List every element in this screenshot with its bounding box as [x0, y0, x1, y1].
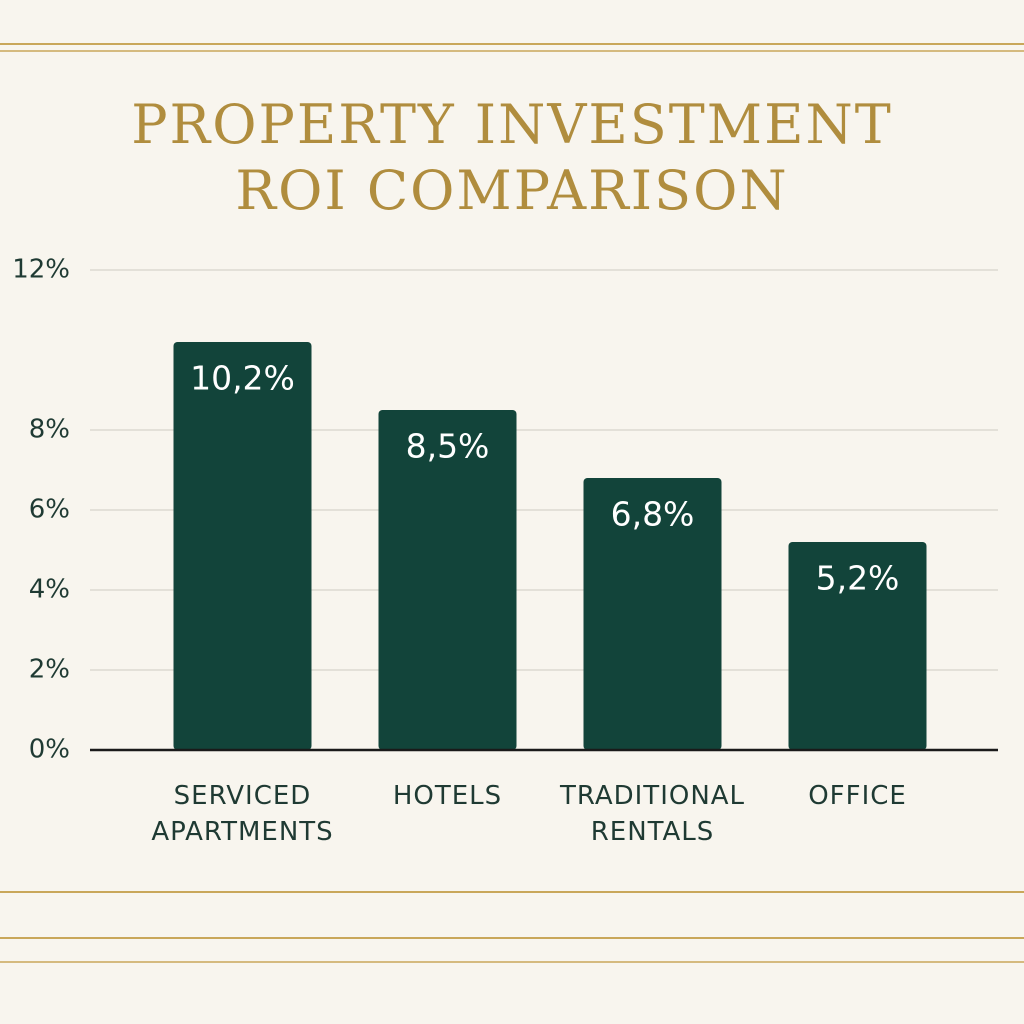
chart-title: PROPERTY INVESTMENT ROI COMPARISON: [131, 93, 893, 222]
y-tick-label: 6%: [29, 495, 70, 525]
bar: [378, 410, 517, 750]
bar: [583, 478, 722, 750]
value-label: 6,8%: [611, 495, 695, 534]
x-tick-label: HOTELS: [392, 781, 503, 811]
y-tick-label: 12%: [12, 255, 70, 285]
bar: [173, 342, 312, 750]
y-tick-label: 4%: [29, 575, 70, 605]
x-tick-label: TRADITIONAL RENTALS: [559, 781, 746, 847]
y-tick-label: 8%: [29, 415, 70, 445]
x-tick-label: SERVICED APARTMENTS: [151, 781, 334, 847]
value-label: 10,2%: [190, 359, 295, 398]
value-label: 5,2%: [816, 559, 900, 598]
x-tick-label: OFFICE: [808, 781, 907, 811]
value-label: 8,5%: [406, 427, 490, 466]
bar: [788, 542, 927, 750]
y-tick-label: 2%: [29, 655, 70, 685]
y-tick-label: 0%: [29, 735, 70, 765]
